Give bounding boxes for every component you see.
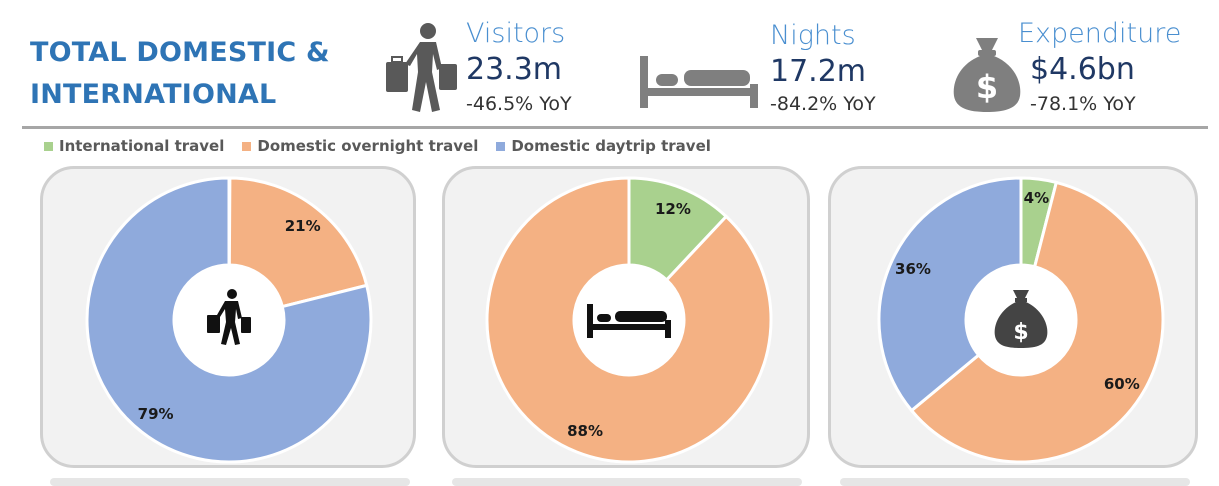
expenditure-value: $4.6bn	[1030, 52, 1135, 87]
traveller-icon	[207, 289, 251, 345]
next-section-edge	[50, 478, 410, 486]
money-bag-icon: $	[953, 38, 1021, 112]
expenditure-label: Expenditure	[1018, 18, 1182, 49]
nights-donut-chart: 12% 88%	[485, 176, 773, 464]
page-title: TOTAL DOMESTIC & INTERNATIONAL	[30, 32, 370, 116]
visitors-value: 23.3m	[466, 52, 563, 87]
data-label-domestic-daytrip-travel: 79%	[138, 405, 174, 423]
next-section-edge	[452, 478, 802, 486]
legend-swatch-international	[44, 141, 53, 151]
legend-label-overnight: Domestic overnight travel	[257, 137, 479, 155]
data-label-domestic-overnight-travel: 21%	[285, 217, 321, 235]
svg-text:$: $	[976, 68, 998, 106]
visitors-yoy: -46.5% YoY	[466, 93, 572, 115]
expenditure-donut-chart: 4% 60% 36% $	[877, 176, 1165, 464]
nights-yoy: -84.2% YoY	[770, 93, 876, 115]
visitors-donut-panel: 0.1%21%79%	[40, 166, 416, 468]
money-bag-icon: $	[994, 290, 1048, 348]
data-label-domestic-overnight-travel: 88%	[567, 422, 603, 440]
legend-item-international: International travel	[44, 137, 224, 155]
next-section-edge	[840, 478, 1190, 486]
data-label-international-travel: 4%	[1024, 189, 1049, 207]
visitors-donut-chart: 0.1%21%79%	[85, 176, 373, 464]
visitors-label: Visitors	[466, 18, 566, 49]
svg-text:$: $	[1013, 320, 1028, 345]
chart-legend: International travel Domestic overnight …	[44, 136, 711, 156]
nights-donut-panel: 12% 88%	[442, 166, 810, 468]
legend-swatch-overnight	[242, 141, 252, 151]
title-line-2: INTERNATIONAL	[30, 79, 277, 110]
expenditure-yoy: -78.1% YoY	[1030, 93, 1136, 115]
legend-item-daytrip: Domestic daytrip travel	[496, 137, 711, 155]
legend-label-daytrip: Domestic daytrip travel	[511, 137, 711, 155]
title-line-1: TOTAL DOMESTIC &	[30, 37, 330, 68]
bed-icon	[640, 56, 758, 108]
legend-item-overnight: Domestic overnight travel	[242, 137, 478, 155]
nights-label: Nights	[770, 20, 856, 51]
expenditure-donut-panel: 4% 60% 36% $	[828, 166, 1198, 468]
header-divider	[22, 126, 1208, 129]
nights-value: 17.2m	[770, 54, 867, 89]
data-label-domestic-overnight-travel: 60%	[1104, 375, 1140, 393]
data-label-international-travel: 12%	[655, 200, 691, 218]
legend-swatch-daytrip	[496, 141, 506, 151]
bed-icon	[587, 304, 671, 338]
legend-label-international: International travel	[59, 137, 225, 155]
data-label-domestic-daytrip-travel: 36%	[895, 260, 931, 278]
traveller-icon	[386, 23, 457, 112]
